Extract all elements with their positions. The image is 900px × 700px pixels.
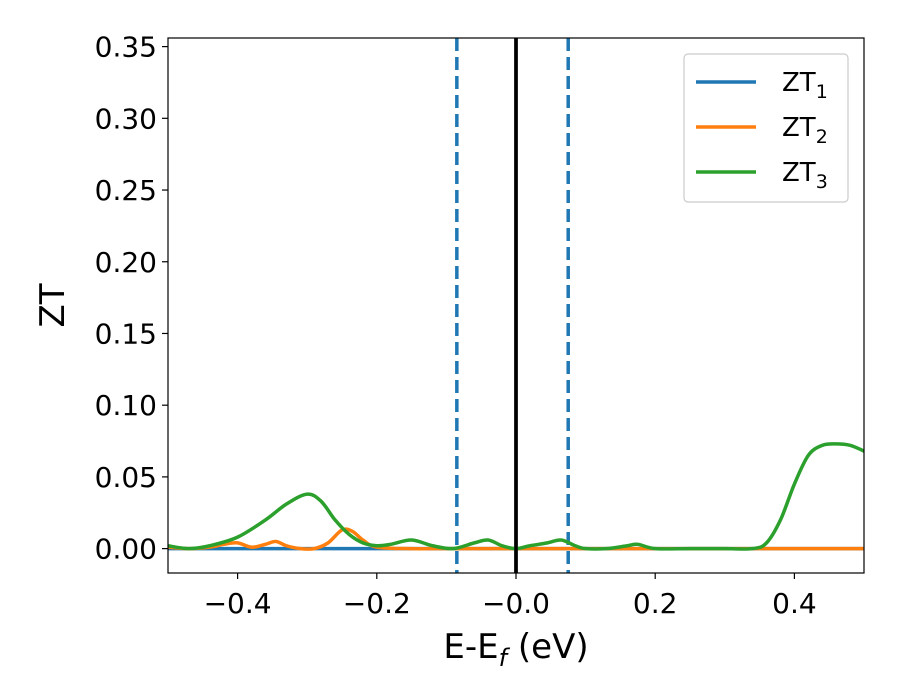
vertical-lines xyxy=(455,38,570,573)
series-line-zt3 xyxy=(168,442,864,551)
legend-box xyxy=(683,53,849,203)
legend-items: ZT1 ZT2 ZT3 xyxy=(696,68,828,193)
y-tick-label: 0.20 xyxy=(95,246,157,279)
legend: ZT1 ZT2 ZT3 xyxy=(683,53,849,203)
y-axis-ticks: 0.00 0.05 0.10 0.15 0.20 0.25 0.30 0.35 xyxy=(95,31,168,566)
x-tick-label: −0.4 xyxy=(204,587,272,620)
x-tick-label: 0.4 xyxy=(772,587,817,620)
x-axis-ticks: −0.4 −0.2 −0.0 0.2 0.4 xyxy=(204,573,817,620)
y-tick-label: 0.00 xyxy=(95,533,157,566)
y-tick-label: 0.25 xyxy=(95,174,157,207)
y-axis-label: ZT xyxy=(33,283,73,327)
x-axis-label-main: E-E xyxy=(443,627,498,667)
x-tick-label: −0.0 xyxy=(482,587,550,620)
y-tick-label: 0.10 xyxy=(95,389,157,422)
legend-label-zt2: ZT2 xyxy=(782,113,828,148)
legend-label-zt1: ZT1 xyxy=(782,68,828,103)
x-axis-label-units: (eV) xyxy=(507,627,589,667)
legend-label-zt3: ZT3 xyxy=(782,158,828,193)
x-axis-label: E-Ef (eV) xyxy=(443,627,588,672)
y-tick-label: 0.35 xyxy=(95,31,157,64)
y-tick-label: 0.05 xyxy=(95,461,157,494)
y-tick-label: 0.30 xyxy=(95,102,157,135)
x-tick-label: −0.2 xyxy=(343,587,411,620)
y-tick-label: 0.15 xyxy=(95,317,157,350)
x-tick-label: 0.2 xyxy=(633,587,678,620)
